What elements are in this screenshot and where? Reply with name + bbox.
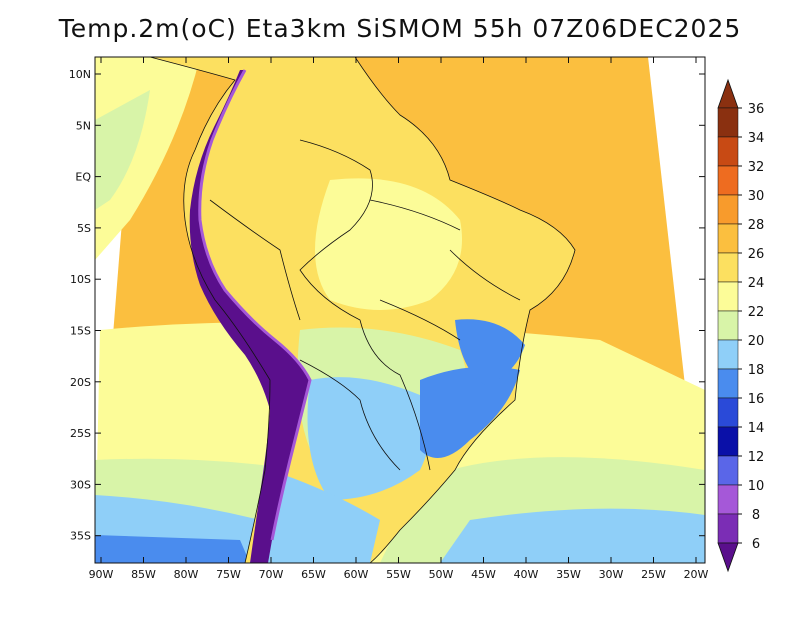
lon-label: 75W [216, 568, 241, 581]
map-area [95, 57, 705, 563]
colorbar-segment [717, 310, 739, 341]
colorbar-label: 22 [748, 305, 765, 320]
colorbar-label: 36 [748, 102, 765, 117]
border-brazil [299, 139, 431, 471]
colorbar-segment [717, 107, 739, 138]
andes-cold [189, 70, 310, 563]
colorbar-segment [717, 426, 739, 457]
lat-label: 5S [77, 222, 91, 235]
colorbar-label: 32 [748, 160, 765, 175]
colorbar-label: 34 [748, 131, 765, 146]
colorbar-segment [717, 455, 739, 486]
lon-axis: 90W 85W 80W 75W 70W 65W 60W 55W 50W 45W 40W 35W 30W 2… [89, 57, 709, 581]
border-internal [369, 199, 521, 341]
colorbar-label: 10 [748, 479, 765, 494]
lon-label: 35W [556, 568, 581, 581]
colorbar-label: 16 [748, 392, 765, 407]
lon-label: 45W [471, 568, 496, 581]
lat-label: EQ [75, 171, 91, 184]
colorbar-label: 28 [748, 218, 765, 233]
lon-label: 90W [89, 568, 114, 581]
lat-label: 30S [70, 478, 91, 491]
colorbar-segment [717, 165, 739, 196]
lat-label: 25S [70, 427, 91, 440]
colorbar-segment [717, 513, 739, 544]
colorbar-label: 24 [748, 276, 765, 291]
lat-label: 35S [70, 530, 91, 543]
colorbar-bottom-arrow [717, 542, 739, 573]
colorbar-label: 30 [748, 189, 765, 204]
lon-label: 85W [131, 568, 156, 581]
border-argentina [299, 359, 401, 471]
land-interior-light [315, 178, 462, 310]
land-southeast-blue [420, 366, 520, 458]
ocean-atlantic-far [440, 508, 705, 563]
land-highland-blue [455, 319, 525, 385]
colorbar-label: 8 [752, 508, 760, 523]
colorbar-segment [717, 397, 739, 428]
colorbar-segment [717, 223, 739, 254]
lat-label: 15S [70, 325, 91, 338]
colorbar-segment [717, 252, 739, 283]
borders [149, 57, 576, 563]
colorbar-top-arrow [717, 78, 739, 109]
colorbar-label: 18 [748, 363, 765, 378]
colorbar-label: 6 [752, 537, 760, 552]
lon-label: 25W [641, 568, 666, 581]
lat-label: 10S [70, 273, 91, 286]
lat-label: 10N [69, 68, 91, 81]
coastline [149, 57, 576, 563]
lon-label: 65W [301, 568, 326, 581]
map-frame [94, 56, 706, 564]
ocean-south-cold [95, 535, 250, 563]
colorbar-segment [717, 136, 739, 167]
lon-label: 20W [684, 568, 709, 581]
colorbar-segment [717, 484, 739, 515]
map-title: Temp.2m(oC) Eta3km SiSMOM 55h 07Z06DEC20… [58, 14, 742, 43]
colorbar-segment [717, 339, 739, 370]
colorbar-label: 26 [748, 247, 765, 262]
lat-label: 5N [76, 119, 91, 132]
colorbar-segment [717, 194, 739, 225]
lon-label: 80W [174, 568, 199, 581]
colorbar-label: 12 [748, 450, 765, 465]
lon-label: 30W [599, 568, 624, 581]
lon-label: 60W [344, 568, 369, 581]
colorbar: 36 34 32 30 28 26 24 22 20 18 16 14 12 10 8 6 [717, 78, 765, 573]
ocean-pacific-west2 [95, 90, 150, 210]
lon-label: 40W [514, 568, 539, 581]
lon-label: 50W [429, 568, 454, 581]
colorbar-segment [717, 281, 739, 312]
colorbar-segment [717, 368, 739, 399]
andes-edge [198, 69, 312, 541]
lat-label: 20S [70, 376, 91, 389]
border-peru-bolivia [209, 199, 301, 321]
lat-axis: 10N 5N EQ 5S 10S 15S 20S 25S 30S 35S [69, 68, 705, 543]
colorbar-label: 20 [748, 334, 765, 349]
lon-label: 70W [259, 568, 284, 581]
lon-label: 55W [386, 568, 411, 581]
colorbar-label: 14 [748, 421, 765, 436]
